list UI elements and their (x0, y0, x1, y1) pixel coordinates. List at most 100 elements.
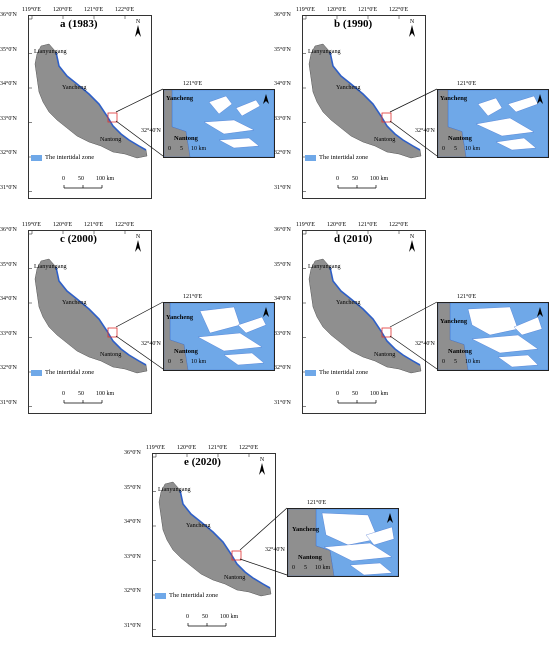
latitude-tick-label: 34°0'N (274, 81, 291, 87)
inset-scale-label: 10 km (191, 359, 207, 365)
longitude-tick-label: 122°0'E (115, 222, 135, 228)
scale-label: 50 (78, 391, 84, 397)
inset-scale-label: 5 (180, 146, 183, 152)
study-area-box (381, 327, 392, 338)
map-frame (152, 453, 276, 637)
city-label-lianyungang: Lianyungang (308, 263, 341, 270)
city-label-lianyungang: Lianyungang (308, 48, 341, 55)
inset-map (288, 509, 398, 576)
inset-water (497, 354, 539, 368)
latitude-tick-label: 32°0'N (0, 150, 17, 156)
longitude-tick-label: 121°0'E (84, 7, 104, 13)
scale-bar: 0 50 100 km (62, 176, 122, 196)
longitude-tick-label: 122°0'E (389, 7, 409, 13)
panel-title: b (1990) (334, 18, 373, 30)
inset-water (223, 352, 265, 366)
city-label-nantong: Nantong (374, 351, 396, 358)
latitude-tick-label: 33°0'N (274, 115, 291, 122)
legend-label: The intertidal zone (319, 154, 369, 161)
inset-map (438, 303, 548, 370)
longitude-tick-label: 119°0'E (146, 445, 165, 451)
scale-label: 50 (352, 391, 358, 397)
latitude-tick-label: 34°0'N (274, 296, 291, 302)
inset-land (164, 303, 189, 370)
city-label-yancheng: Yancheng (336, 299, 361, 306)
longitude-tick-label: 120°0'E (177, 445, 197, 451)
inset-water (218, 137, 260, 149)
longitude-tick-label: 119°0'E (296, 222, 315, 228)
legend-intertidal: The intertidal zone (31, 369, 94, 376)
inset-land (438, 303, 469, 370)
latitude-tick-label: 32°0'N (274, 150, 291, 156)
panel-title: d (2010) (334, 233, 373, 245)
panel-title: c (2000) (60, 233, 97, 245)
scale-label: 0 (62, 391, 65, 397)
latitude-tick-label: 36°0'N (274, 227, 291, 233)
latitude-tick-label: 34°0'N (124, 519, 141, 525)
legend-intertidal: The intertidal zone (155, 592, 218, 599)
legend-label: The intertidal zone (45, 369, 95, 376)
inset-scale-label: 0 (168, 359, 171, 365)
study-area-box (231, 550, 242, 561)
latitude-tick-label: 35°0'N (0, 261, 17, 268)
city-label-yancheng: Yancheng (62, 299, 87, 306)
inset-longitude-label: 121°0'E (183, 294, 203, 300)
longitude-tick-label: 119°0'E (22, 7, 41, 13)
zoom-inset: Yancheng Nantong 0 5 10 km (163, 89, 275, 158)
scale-label: 100 km (96, 176, 115, 182)
inset-yancheng-label: Yancheng (440, 95, 468, 102)
inset-latitude-label: 32°40'N (141, 341, 161, 347)
legend-swatch (31, 369, 42, 376)
longitude-tick-label: 121°0'E (208, 445, 228, 451)
latitude-tick-label: 34°0'N (0, 81, 17, 87)
longitude-tick-label: 121°0'E (358, 7, 378, 13)
latitude-tick-label: 33°0'N (0, 115, 17, 122)
north-arrow-glyph (409, 240, 415, 252)
province-map (303, 16, 422, 192)
intertidal-zone-strip (179, 489, 271, 589)
north-arrow-glyph (409, 25, 415, 37)
inset-land (438, 90, 467, 157)
inset-water (237, 316, 267, 334)
longitude-tick-label: 120°0'E (53, 7, 73, 13)
scale-bar: 0 50 100 km (336, 176, 396, 196)
scale-bar-graphic (187, 623, 227, 627)
latitude-tick-label: 33°0'N (274, 330, 291, 337)
latitude-tick-label: 36°0'N (124, 450, 141, 456)
scale-bar: 0 50 100 km (336, 391, 396, 411)
inset-scale-label: 5 (454, 146, 457, 152)
inset-water (507, 95, 539, 113)
city-label-lianyungang: Lianyungang (34, 263, 67, 270)
latitude-tick-label: 32°0'N (274, 365, 291, 371)
latitude-tick-label: 36°0'N (274, 12, 291, 18)
latitude-tick-label: 32°0'N (124, 588, 141, 594)
latitude-tick-label: 33°0'N (124, 553, 141, 560)
longitude-tick-label: 121°0'E (84, 222, 104, 228)
legend-swatch (31, 154, 42, 161)
scale-bar-graphic (337, 185, 377, 189)
latitude-tick-label: 35°0'N (124, 484, 141, 491)
inset-nantong-label: Nantong (448, 348, 472, 355)
longitude-tick-label: 120°0'E (327, 7, 347, 13)
province-map (153, 454, 272, 630)
scale-label: 100 km (370, 391, 389, 397)
legend-label: The intertidal zone (45, 154, 95, 161)
north-arrow-icon: N (258, 457, 266, 477)
latitude-tick-label: 31°0'N (0, 184, 17, 191)
north-label: N (135, 19, 141, 25)
inset-longitude-label: 121°0'E (183, 81, 203, 87)
inset-north-arrow-icon (387, 513, 393, 523)
inset-nantong-label: Nantong (298, 554, 322, 561)
inset-water (321, 512, 379, 546)
latitude-tick-label: 33°0'N (0, 330, 17, 337)
legend-swatch (305, 154, 316, 161)
latitude-tick-label: 35°0'N (0, 46, 17, 53)
inset-scale-label: 10 km (315, 565, 331, 571)
study-area-box (107, 327, 118, 338)
latitude-tick-label: 35°0'N (274, 46, 291, 53)
inset-land (164, 90, 191, 157)
inset-scale-label: 10 km (191, 146, 207, 152)
inset-yancheng-label: Yancheng (440, 318, 468, 325)
longitude-tick-label: 122°0'E (115, 7, 135, 13)
north-label: N (409, 19, 415, 25)
